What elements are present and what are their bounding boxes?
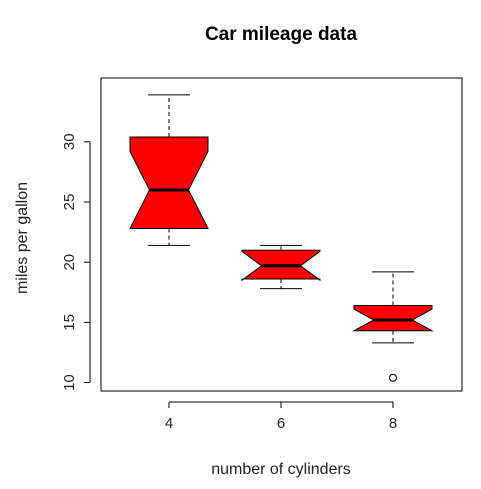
x-axis-label: number of cylinders xyxy=(211,461,351,478)
box-8-cyl xyxy=(352,271,434,382)
y-axis: 10 15 20 25 30 xyxy=(61,133,91,391)
outlier-point xyxy=(389,373,397,382)
notched-box xyxy=(129,136,209,229)
notched-box xyxy=(352,305,434,332)
y-tick-label: 15 xyxy=(61,314,78,331)
x-tick-label: 4 xyxy=(165,415,173,432)
y-axis-label: miles per gallon xyxy=(14,182,31,294)
x-tick-label: 8 xyxy=(389,415,397,432)
box-4-cyl xyxy=(129,94,209,246)
chart-title: Car mileage data xyxy=(205,24,357,45)
box-6-cyl xyxy=(241,244,321,290)
plot-frame xyxy=(100,77,463,392)
y-tick-label: 25 xyxy=(61,194,78,211)
y-tick-label: 10 xyxy=(61,374,78,391)
y-tick-label: 20 xyxy=(61,254,78,271)
y-tick-label: 30 xyxy=(61,133,78,150)
x-axis: 4 6 8 xyxy=(165,401,397,432)
box-series xyxy=(129,94,434,382)
x-tick-label: 6 xyxy=(277,415,285,432)
